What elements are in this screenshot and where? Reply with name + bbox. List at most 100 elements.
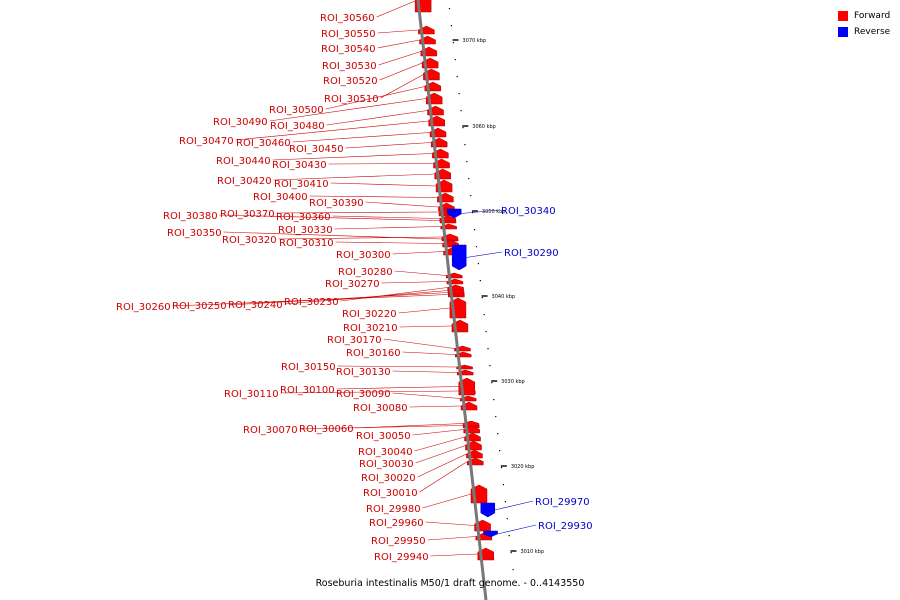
- scale-dot: [500, 467, 503, 469]
- gene-label: ROI_30520: [323, 76, 378, 87]
- gene-label: ROI_30560: [320, 13, 375, 24]
- gene-label: ROI_29940: [374, 552, 429, 563]
- scale-ticks: 3070 kbp 3060 kbp 3050 kbp 3040 kbp 3030 kbp…: [452, 38, 544, 555]
- gene-label: ROI_29930: [538, 521, 593, 532]
- leader-line: [398, 307, 450, 314]
- leader-line: [292, 132, 431, 143]
- leader-line: [466, 251, 503, 258]
- genome-caption: Roseburia intestinalis M50/1 draft genom…: [315, 578, 585, 589]
- scale-dot: [454, 59, 456, 61]
- legend-label-forward: Forward: [854, 11, 891, 21]
- gene-label: ROI_29970: [535, 497, 590, 508]
- leader-line: [402, 351, 456, 355]
- leader-line: [345, 142, 432, 149]
- leader-line: [381, 281, 447, 284]
- gene-label: ROI_30300: [336, 250, 391, 261]
- leader-line: [414, 436, 465, 452]
- leader-line: [461, 209, 500, 214]
- leader-line: [409, 405, 462, 408]
- leader-line: [336, 386, 459, 390]
- gene-features: [414, 0, 498, 561]
- gene-label: ROI_30460: [236, 138, 291, 149]
- scale-dot: [508, 535, 510, 537]
- scale-tick-label: 3030 kbp: [501, 379, 525, 385]
- leader-line: [415, 445, 466, 464]
- leader-line: [330, 182, 437, 187]
- gene-label: ROI_30510: [324, 94, 379, 105]
- leader-line: [497, 524, 537, 535]
- scale-dot: [487, 348, 489, 350]
- scale-dot: [458, 93, 460, 95]
- reverse-swatch: [838, 27, 848, 37]
- leader-line: [276, 211, 440, 214]
- scale-tick-label: 3040 kbp: [492, 294, 516, 300]
- scale-dot: [479, 280, 481, 282]
- gene-label: ROI_29980: [366, 504, 421, 515]
- gene-label: ROI_30160: [346, 348, 401, 359]
- leader-line: [377, 39, 420, 49]
- scale-dot: [510, 552, 512, 554]
- gene-label: ROI_30380: [163, 211, 218, 222]
- leader-line: [235, 120, 429, 141]
- leader-line: [392, 251, 444, 255]
- leader-line: [278, 236, 442, 240]
- legend-label-reverse: Reverse: [854, 27, 891, 37]
- gene-label: ROI_30340: [501, 206, 556, 217]
- leader-line: [379, 62, 423, 81]
- gene-label: ROI_30470: [179, 136, 234, 147]
- leader-line: [380, 74, 424, 99]
- scale-dot: [499, 450, 501, 452]
- gene-label: ROI_30260: [116, 302, 171, 313]
- scale-dot: [485, 331, 487, 333]
- gene-labels: ROI_30560 ROI_30550 ROI_30540 ROI_30530 ROI_…: [116, 13, 593, 563]
- leader-line: [377, 29, 419, 34]
- leader-line: [392, 370, 458, 373]
- gene-label: ROI_30320: [222, 235, 277, 246]
- scale-dot: [477, 263, 480, 265]
- scale-dot: [464, 144, 466, 146]
- gene-label: ROI_30240: [228, 300, 283, 311]
- leader-line: [392, 392, 461, 399]
- scale-dot: [452, 42, 454, 44]
- gene-label: ROI_29950: [371, 536, 426, 547]
- scale-dot: [506, 518, 508, 520]
- leader-line: [376, 0, 416, 18]
- genome-backbone: [416, 0, 488, 600]
- scale-dot: [512, 569, 514, 571]
- legend: Forward Reverse: [838, 9, 898, 41]
- gene-label: ROI_30450: [289, 144, 344, 155]
- gene-label: ROI_30030: [359, 459, 414, 470]
- gene-reverse-feature: [446, 208, 462, 219]
- leader-line: [419, 461, 468, 493]
- gene-label: ROI_30390: [309, 198, 364, 209]
- leader-line: [425, 521, 475, 526]
- gene-label: ROI_30360: [276, 212, 331, 223]
- forward-swatch: [838, 11, 848, 21]
- leader-line: [378, 51, 421, 66]
- scale-tick-label: 3010 kbp: [520, 549, 544, 555]
- leader-line: [383, 338, 455, 349]
- scale-tick-label: 3050 kbp: [482, 209, 506, 215]
- leader-line: [355, 423, 464, 429]
- gene-label: ROI_30220: [342, 309, 397, 320]
- gene-label: ROI_30330: [278, 225, 333, 236]
- gene-label: ROI_30370: [220, 209, 275, 220]
- leader-line: [422, 493, 472, 509]
- scale-dot: [448, 8, 451, 10]
- leader-line: [332, 215, 440, 219]
- gene-label: ROI_30170: [327, 335, 382, 346]
- gene-label: ROI_30280: [338, 267, 393, 278]
- scale-tick-label: 3020 kbp: [511, 464, 535, 470]
- gene-label: ROI_30080: [353, 403, 408, 414]
- leader-line: [427, 536, 476, 541]
- scale-dot: [450, 25, 453, 27]
- scale-dot: [468, 178, 470, 180]
- gene-reverse-feature: [451, 244, 467, 271]
- gene-label: ROI_30480: [270, 121, 325, 132]
- leader-line: [334, 226, 441, 230]
- label-leader-lines: [172, 0, 537, 557]
- leader-line: [430, 553, 478, 557]
- gene-label: ROI_30410: [274, 179, 329, 190]
- scale-dot: [497, 433, 499, 435]
